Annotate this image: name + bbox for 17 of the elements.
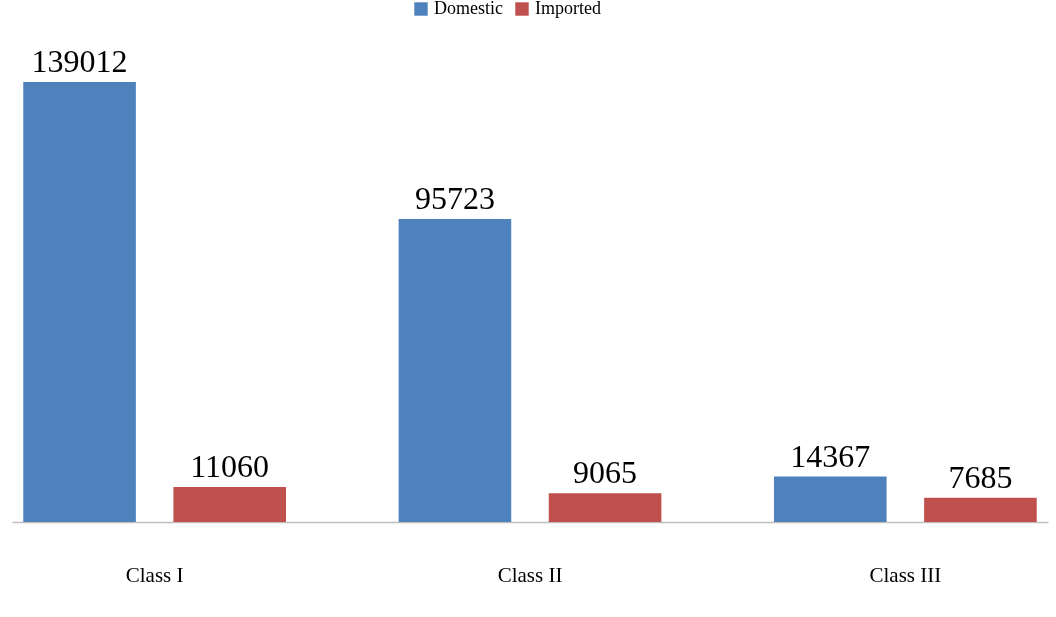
data-label: 9065 [573,454,638,491]
bar [173,486,287,522]
bar [548,493,662,522]
bar [773,476,887,522]
bar [398,219,512,522]
x-tick-label: Class II [497,562,563,587]
x-tick-label: Class I [125,562,184,587]
data-label: 7685 [948,458,1013,495]
data-label: 14367 [790,437,871,474]
bar [23,82,136,522]
bar [924,497,1037,522]
data-label: 11060 [190,447,270,484]
data-label: 139012 [31,43,128,79]
legend-label: Imported [535,0,601,18]
x-tick-label: Class III [869,562,942,587]
legend-label: Domestic [434,0,503,18]
data-label: 95723 [414,180,495,217]
